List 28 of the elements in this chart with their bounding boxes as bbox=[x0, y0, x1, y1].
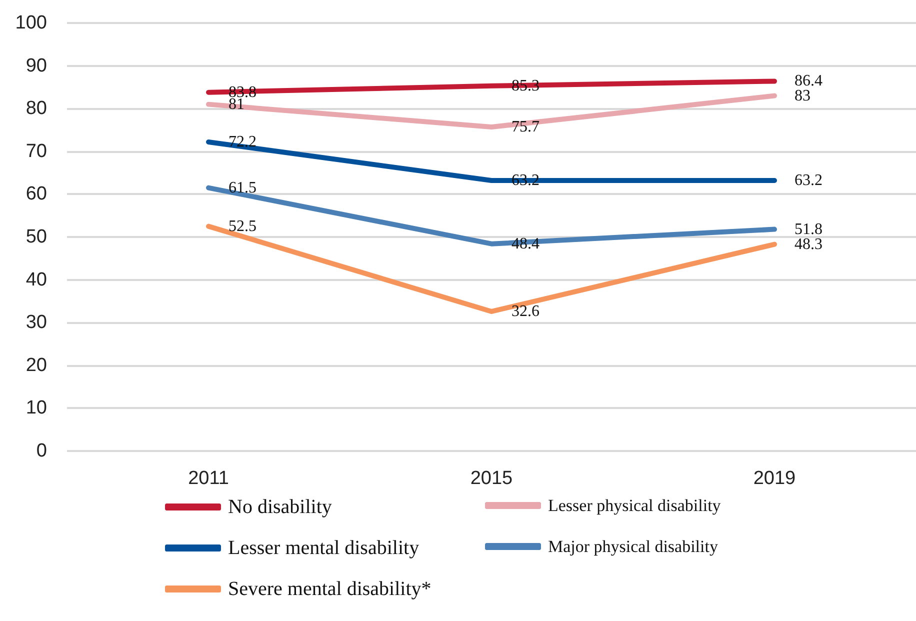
legend-label: Lesser mental disability bbox=[228, 537, 420, 559]
y-tick-label: 40 bbox=[26, 269, 47, 290]
y-tick-label: 70 bbox=[26, 140, 47, 162]
x-tick-label: 2015 bbox=[470, 468, 513, 489]
y-tick-label: 0 bbox=[36, 440, 47, 462]
legend-label: Severe mental disability* bbox=[228, 578, 432, 600]
x-tick-label: 2019 bbox=[753, 468, 796, 489]
y-tick-label: 30 bbox=[26, 312, 47, 334]
y-tick-label: 90 bbox=[26, 55, 47, 76]
x-tick-label: 2011 bbox=[188, 468, 229, 489]
legend-label: No disability bbox=[228, 496, 332, 518]
y-tick-label: 50 bbox=[26, 226, 47, 248]
data-label: 63.2 bbox=[794, 172, 822, 190]
y-tick-label: 100 bbox=[15, 12, 47, 34]
data-label: 86.4 bbox=[794, 72, 822, 90]
y-tick-label: 20 bbox=[26, 354, 47, 376]
data-label: 75.7 bbox=[512, 118, 540, 136]
data-label: 61.5 bbox=[228, 179, 256, 196]
data-label: 52.5 bbox=[228, 218, 256, 235]
y-tick-label: 10 bbox=[26, 398, 47, 419]
data-label: 51.8 bbox=[794, 220, 822, 238]
legend-label: Major physical disability bbox=[548, 537, 718, 556]
data-label: 83 bbox=[794, 87, 810, 104]
y-tick-label: 60 bbox=[26, 184, 47, 205]
data-label: 48.3 bbox=[794, 236, 822, 253]
data-label: 32.6 bbox=[512, 302, 540, 320]
legend-label: Lesser physical disability bbox=[548, 496, 722, 515]
y-tick-label: 80 bbox=[26, 98, 47, 120]
